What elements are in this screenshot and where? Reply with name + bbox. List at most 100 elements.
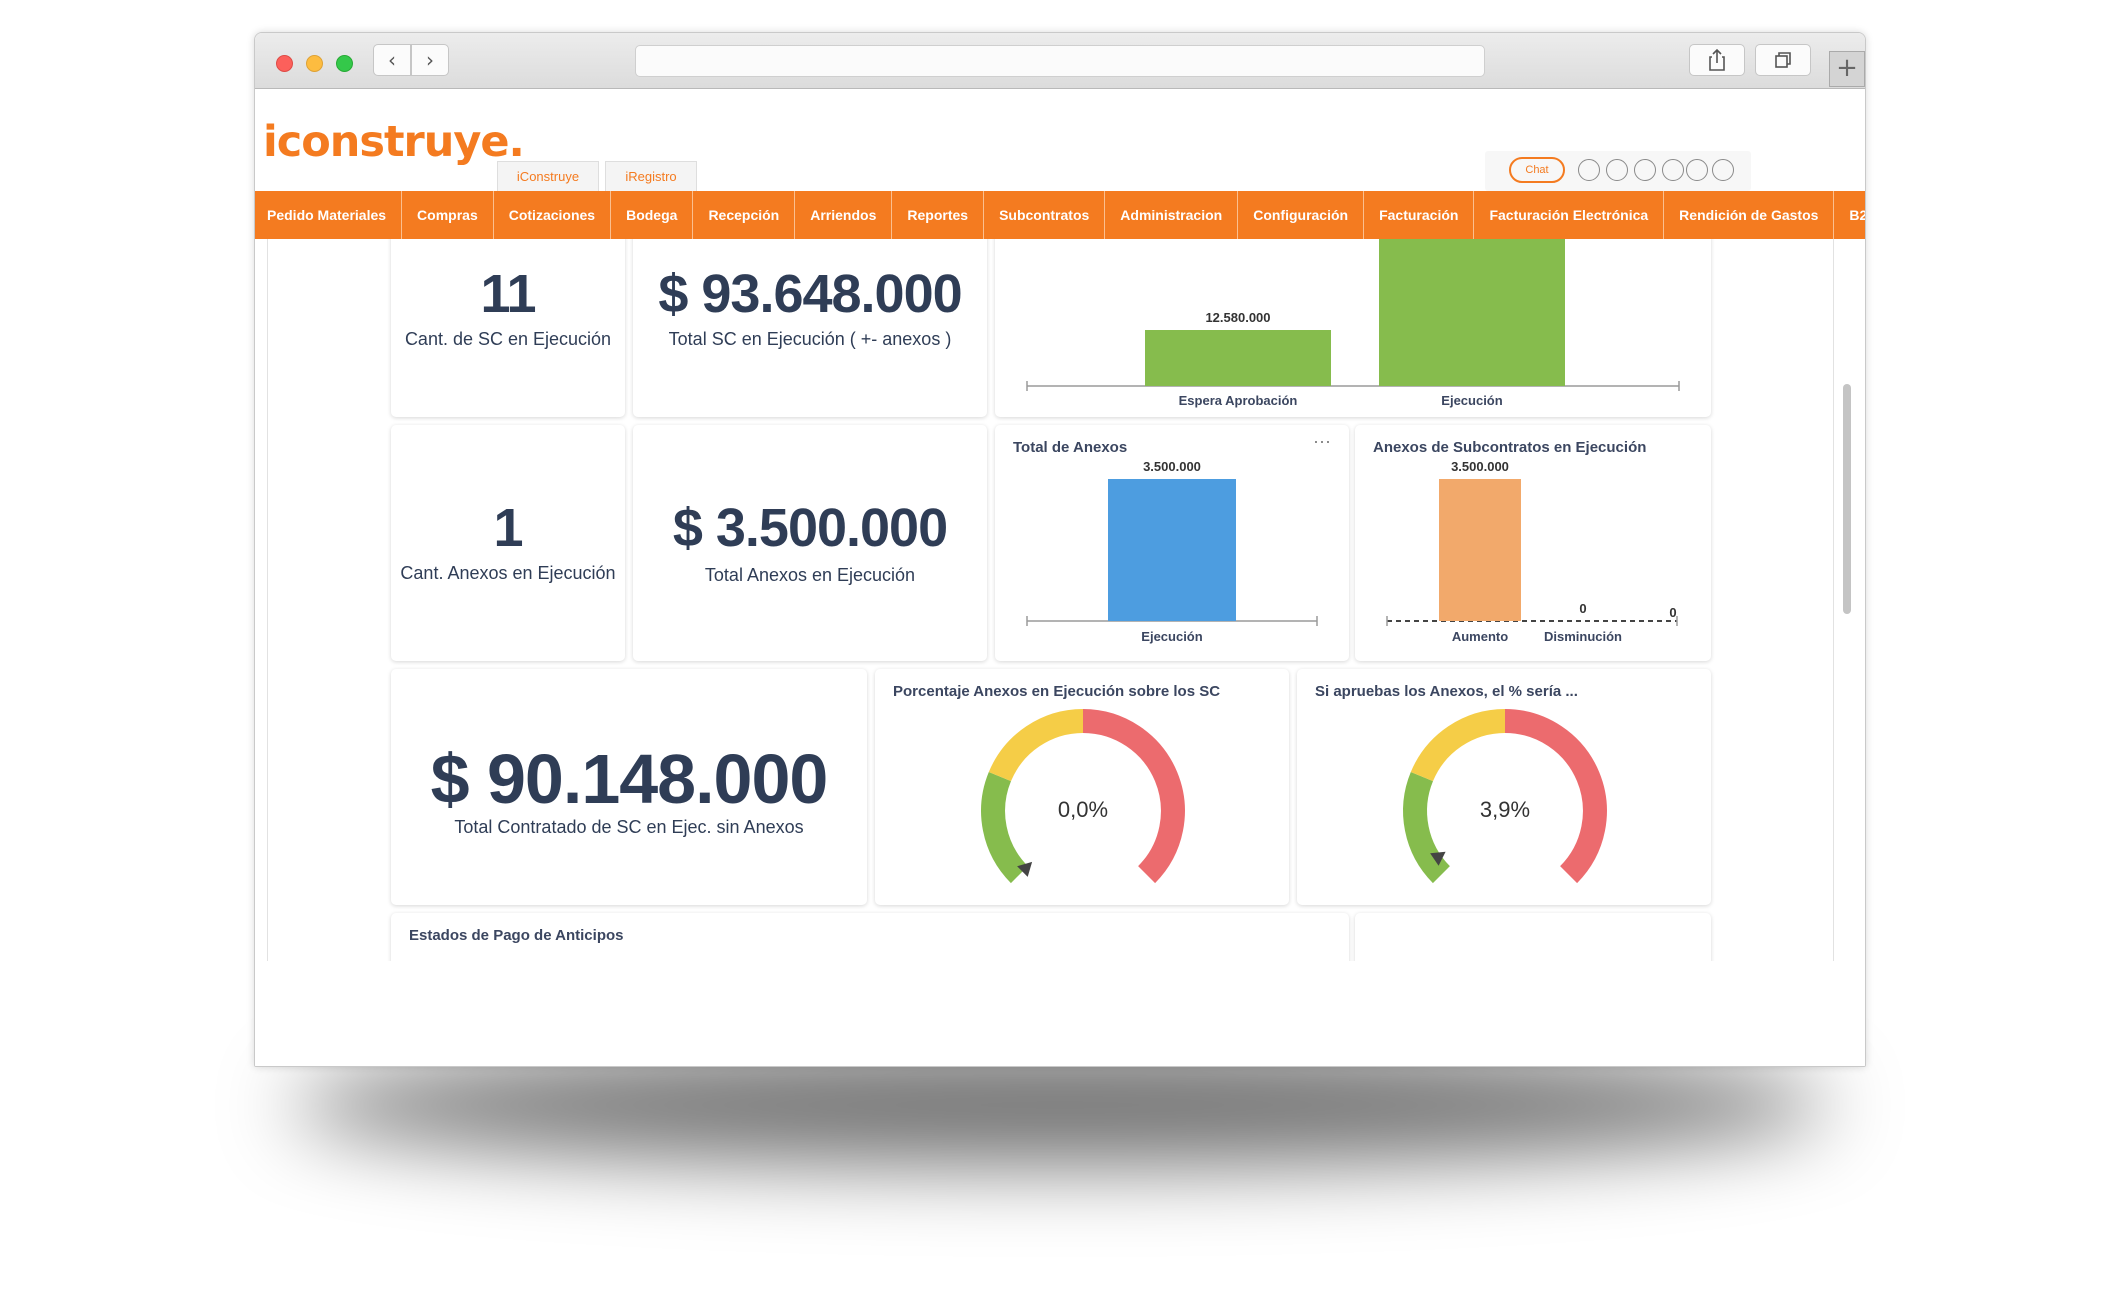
card-title: Anexos de Subcontratos en Ejecución bbox=[1373, 439, 1647, 456]
menu-rendicion-gastos[interactable]: Rendición de Gastos bbox=[1664, 191, 1835, 239]
data-label-aumento: 3.500.000 bbox=[1451, 459, 1509, 474]
card-title: Estados de Pago de Anticipos bbox=[409, 927, 624, 944]
kpi-card-annex-count: 1 Cant. Anexos en Ejecución bbox=[391, 425, 625, 661]
address-bar[interactable] bbox=[635, 45, 1485, 77]
bar-ejecucion[interactable] bbox=[1379, 239, 1565, 386]
kpi-card-sc-total: $ 93.648.000 Total SC en Ejecución ( +- … bbox=[633, 239, 987, 417]
tab-iregistro[interactable]: iRegistro bbox=[605, 161, 697, 191]
kpi-value: $ 3.500.000 bbox=[672, 498, 948, 558]
menu-reportes[interactable]: Reportes bbox=[892, 191, 985, 239]
user-icon[interactable] bbox=[1662, 159, 1684, 181]
menu-facturacion[interactable]: Facturación bbox=[1364, 191, 1475, 239]
page-blank-area bbox=[255, 961, 1865, 1066]
lock-icon[interactable] bbox=[1686, 159, 1708, 181]
browser-window: ‹ › + iconstruye. iConstruye iR bbox=[254, 32, 1866, 1067]
zoom-window-button[interactable] bbox=[336, 55, 353, 72]
content-border-left bbox=[267, 239, 268, 961]
data-label-disminucion: 0 bbox=[1579, 601, 1586, 616]
bar-aumento[interactable] bbox=[1439, 479, 1521, 621]
kpi-value: 1 bbox=[493, 498, 523, 558]
menu-arriendos[interactable]: Arriendos bbox=[795, 191, 893, 239]
show-tabs-button[interactable] bbox=[1755, 44, 1811, 76]
share-button[interactable] bbox=[1689, 44, 1745, 76]
x-tick-ejecucion: Ejecución bbox=[1441, 393, 1502, 408]
help-icon[interactable] bbox=[1606, 159, 1628, 181]
settings-icon[interactable] bbox=[1634, 159, 1656, 181]
kpi-label: Cant. de SC en Ejecución bbox=[404, 329, 612, 349]
gauge-band-green bbox=[981, 772, 1029, 884]
gauge-band-yellow bbox=[1410, 709, 1506, 782]
chart-card-total-anexos: Total de Anexos ··· 3.500.000 Ejecución bbox=[995, 425, 1349, 661]
tab-iconstruye[interactable]: iConstruye bbox=[497, 161, 599, 191]
gauge-porcentaje-anexos: 0,0% bbox=[981, 709, 1185, 884]
new-tab-button[interactable]: + bbox=[1829, 51, 1865, 87]
gauge-card-porcentaje-anexos: Porcentaje Anexos en Ejecución sobre los… bbox=[875, 669, 1289, 905]
iconstruye-logo[interactable]: iconstruye. bbox=[263, 117, 525, 167]
share-icon bbox=[1709, 48, 1725, 71]
kpi-label: Cant. Anexos en Ejecución bbox=[400, 563, 616, 583]
bar-espera-aprobacion[interactable] bbox=[1145, 330, 1331, 386]
chevron-left-icon: ‹ bbox=[388, 48, 396, 72]
menu-cotizaciones[interactable]: Cotizaciones bbox=[494, 191, 612, 239]
kpi-card-contract-total: $ 90.148.000 Total Contratado de SC en E… bbox=[391, 669, 867, 905]
gauge-band-green bbox=[1403, 772, 1451, 884]
kpi-label: Total SC en Ejecución ( +- anexos ) bbox=[668, 329, 952, 349]
x-tick-ejecucion: Ejecución bbox=[1141, 629, 1202, 644]
chart-total-anexos: 3.500.000 Ejecución bbox=[1026, 459, 1318, 644]
x-tick-aumento: Aumento bbox=[1452, 629, 1508, 644]
chevron-right-icon: › bbox=[426, 48, 434, 72]
menu-bodega[interactable]: Bodega bbox=[611, 191, 694, 239]
menu-pedido-materiales[interactable]: Pedido Materiales bbox=[255, 191, 403, 239]
menu-facturacion-electronica[interactable]: Facturación Electrónica bbox=[1474, 191, 1665, 239]
menu-administracion[interactable]: Administracion bbox=[1105, 191, 1239, 239]
card-empty-bottom-right bbox=[1355, 913, 1711, 961]
minimize-window-button[interactable] bbox=[306, 55, 323, 72]
main-menu: Pedido Materiales Compras Cotizaciones Bode… bbox=[255, 191, 1865, 239]
chart-sc-status: 12.580.000 Espera Aprobación Ejecución bbox=[1026, 239, 1680, 408]
chart-card-anexos-subcontratos: Anexos de Subcontratos en Ejecución 3.50… bbox=[1355, 425, 1711, 661]
more-options-icon[interactable]: ··· bbox=[1313, 431, 1331, 451]
page-viewport: iconstruye. iConstruye iRegistro Chat Pe… bbox=[255, 89, 1865, 1066]
kpi-value: $ 90.148.000 bbox=[430, 740, 829, 818]
close-window-button[interactable] bbox=[276, 55, 293, 72]
kpi-label: Total Anexos en Ejecución bbox=[704, 565, 916, 585]
bar-ejecucion[interactable] bbox=[1108, 479, 1236, 621]
chart-anexos-subcontratos: 3.500.000 0 0 Aumento Disminución bbox=[1386, 459, 1678, 644]
x-tick-espera-aprobacion: Espera Aprobación bbox=[1179, 393, 1298, 408]
chat-button[interactable]: Chat bbox=[1509, 157, 1565, 183]
content-border-right bbox=[1833, 239, 1834, 961]
menu-b2b-proveedores[interactable]: B2B Prove bbox=[1834, 191, 1865, 239]
gauge-band-red bbox=[1082, 709, 1185, 884]
gauge-pointer bbox=[1430, 851, 1446, 866]
card-title: Porcentaje Anexos en Ejecución sobre los… bbox=[893, 683, 1221, 700]
card-estados-pago-anticipos: Estados de Pago de Anticipos bbox=[391, 913, 1349, 961]
card-title: Si apruebas los Anexos, el % sería ... bbox=[1315, 683, 1578, 700]
browser-titlebar: ‹ › + bbox=[255, 33, 1865, 89]
dashboard-content: 11 Cant. de SC en Ejecución $ 93.648.000… bbox=[255, 239, 1865, 961]
kpi-card-sc-count: 11 Cant. de SC en Ejecución bbox=[391, 239, 625, 417]
gauge-band-red bbox=[1504, 709, 1607, 884]
power-icon[interactable] bbox=[1712, 159, 1734, 181]
data-label-ejecucion: 3.500.000 bbox=[1143, 459, 1201, 474]
back-button[interactable]: ‹ bbox=[373, 44, 411, 76]
kpi-card-annex-total: $ 3.500.000 Total Anexos en Ejecución bbox=[633, 425, 987, 661]
card-title: Total de Anexos bbox=[1013, 439, 1128, 456]
gauge-value-label: 0,0% bbox=[1058, 797, 1108, 822]
gauge-band-yellow bbox=[988, 709, 1084, 782]
gauge-value-label: 3,9% bbox=[1480, 797, 1530, 822]
page-scrollbar[interactable] bbox=[1843, 384, 1851, 614]
x-tick-disminucion: Disminución bbox=[1544, 629, 1622, 644]
menu-subcontratos[interactable]: Subcontratos bbox=[984, 191, 1106, 239]
app-header: iconstruye. iConstruye iRegistro Chat bbox=[255, 89, 1865, 191]
plus-icon: + bbox=[1836, 53, 1858, 83]
forward-button[interactable]: › bbox=[411, 44, 449, 76]
data-label-third: 0 bbox=[1669, 605, 1676, 620]
menu-configuracion[interactable]: Configuración bbox=[1238, 191, 1365, 239]
file-icon[interactable] bbox=[1578, 159, 1600, 181]
menu-compras[interactable]: Compras bbox=[402, 191, 494, 239]
gauge-card-si-apruebas: Si apruebas los Anexos, el % sería ... 3… bbox=[1297, 669, 1711, 905]
menu-recepcion[interactable]: Recepción bbox=[693, 191, 796, 239]
kpi-value: 11 bbox=[480, 264, 536, 324]
chart-card-sc-status: 12.580.000 Espera Aprobación Ejecución bbox=[995, 239, 1711, 417]
